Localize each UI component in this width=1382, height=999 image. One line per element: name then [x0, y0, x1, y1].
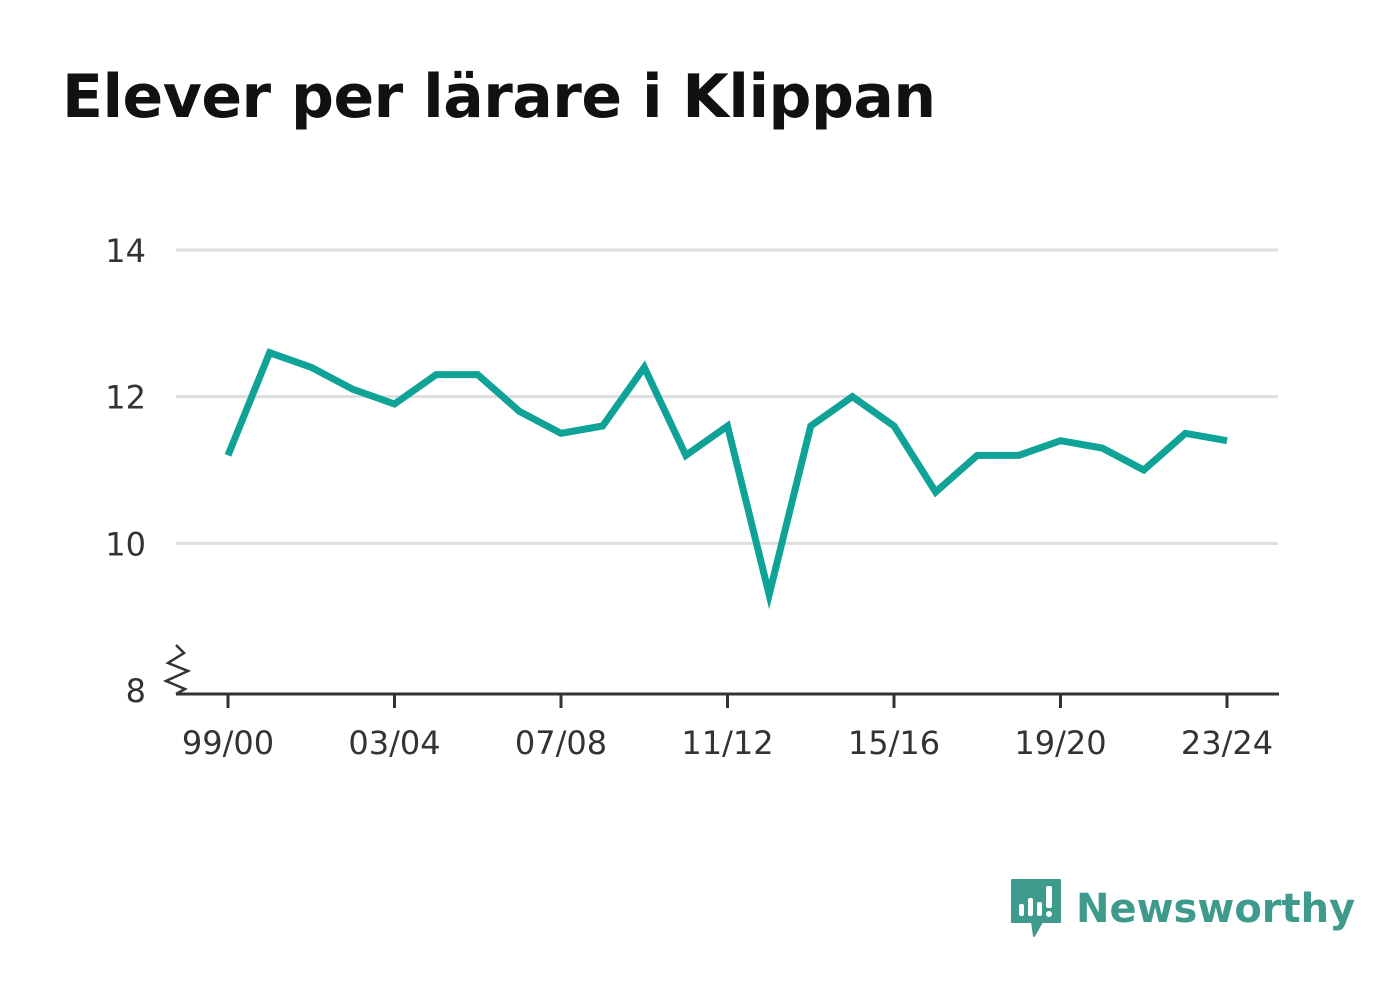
data-point: [392, 401, 398, 407]
data-point: [933, 489, 939, 495]
x-tick-label: 03/04: [348, 724, 440, 762]
x-axis: [162, 644, 1279, 708]
data-point: [308, 364, 314, 370]
data-point: [641, 364, 647, 370]
x-tick-label: 23/24: [1181, 724, 1273, 762]
data-point: [1141, 467, 1147, 473]
newsworthy-logo-icon: [1011, 879, 1061, 937]
data-point: [225, 452, 231, 458]
y-axis-break: [162, 644, 192, 696]
data-point: [1099, 445, 1105, 451]
data-point: [558, 430, 564, 436]
series-line-0: [224, 348, 1228, 610]
grid-lines: [176, 248, 1278, 545]
newsworthy-logo-text: Newsworthy: [1076, 886, 1356, 932]
data-point: [600, 423, 606, 429]
data-point: [433, 372, 439, 378]
x-tick-label: 99/00: [182, 724, 274, 762]
newsworthy-logo: Newsworthy: [1010, 878, 1355, 940]
x-tick-label: 11/12: [681, 724, 773, 762]
series-lines: [224, 348, 1230, 610]
data-point: [849, 394, 855, 400]
x-tick-label: 19/20: [1014, 724, 1106, 762]
y-tick-label: 8: [126, 672, 146, 710]
data-point: [475, 372, 481, 378]
chart-title: Elever per lärare i Klippan: [62, 62, 936, 132]
y-tick-label: 14: [105, 232, 146, 270]
x-axis-tick-labels: 99/00 03/04 07/08 11/12 15/16 19/20 23/24: [182, 724, 1273, 762]
data-point: [683, 452, 689, 458]
data-point: [516, 408, 522, 414]
data-point: [974, 452, 980, 458]
y-tick-label: 12: [105, 379, 146, 417]
y-axis-tick-labels: 8 10 12 14: [105, 232, 146, 710]
data-point: [1224, 438, 1230, 444]
x-tick-label: 07/08: [515, 724, 607, 762]
data-point: [1016, 452, 1022, 458]
data-point: [808, 423, 814, 429]
y-tick-label: 10: [105, 525, 146, 563]
x-tick-label: 15/16: [848, 724, 940, 762]
data-point: [891, 423, 897, 429]
data-point: [267, 350, 273, 356]
data-point: [350, 386, 356, 392]
data-point: [725, 423, 731, 429]
data-point: [1182, 430, 1188, 436]
data-point: [1058, 438, 1064, 444]
data-point: [766, 592, 772, 598]
